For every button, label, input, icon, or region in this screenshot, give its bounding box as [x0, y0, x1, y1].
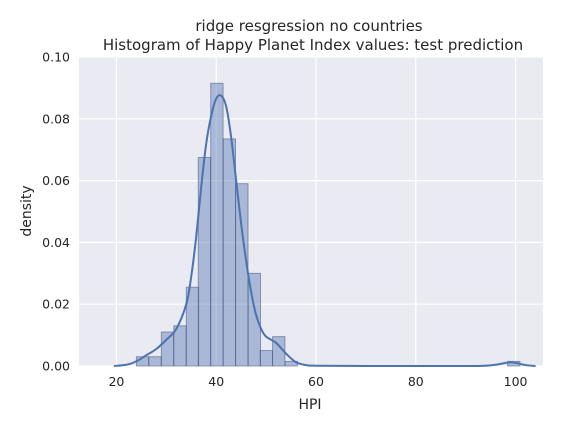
histogram-bar	[173, 325, 187, 367]
plot-background	[79, 57, 543, 366]
y-axis-label: density	[19, 185, 35, 236]
histogram-bar	[259, 350, 273, 367]
chart-title: ridge resgression no countries	[195, 17, 422, 35]
histogram-bar	[210, 82, 224, 367]
x-tick-label: 80	[408, 374, 424, 389]
y-tick-label: 0.08	[42, 111, 70, 126]
kde-curve	[113, 94, 536, 367]
tick-labels: 20 40 60 80 100 0.00 0.02 0.04 0.06 0.08 0.10	[42, 50, 527, 390]
histogram-bars	[135, 82, 521, 367]
y-tick-label: 0.10	[42, 50, 70, 65]
y-tick-label: 0.04	[42, 235, 70, 250]
x-axis-label: HPI	[298, 397, 321, 413]
y-tick-label: 0.02	[42, 297, 70, 312]
histogram-bar	[222, 138, 237, 367]
x-tick-label: 60	[308, 374, 324, 389]
histogram-bar	[148, 356, 162, 367]
y-tick-label: 0.00	[42, 359, 70, 374]
x-tick-label: 40	[208, 374, 224, 389]
chart-subtitle: Histogram of Happy Planet Index values: …	[103, 36, 523, 54]
x-tick-label: 100	[504, 374, 528, 389]
histogram-bar	[235, 183, 249, 367]
x-tick-label: 20	[108, 374, 124, 389]
y-tick-label: 0.06	[42, 173, 70, 188]
histogram-bar	[160, 331, 175, 367]
